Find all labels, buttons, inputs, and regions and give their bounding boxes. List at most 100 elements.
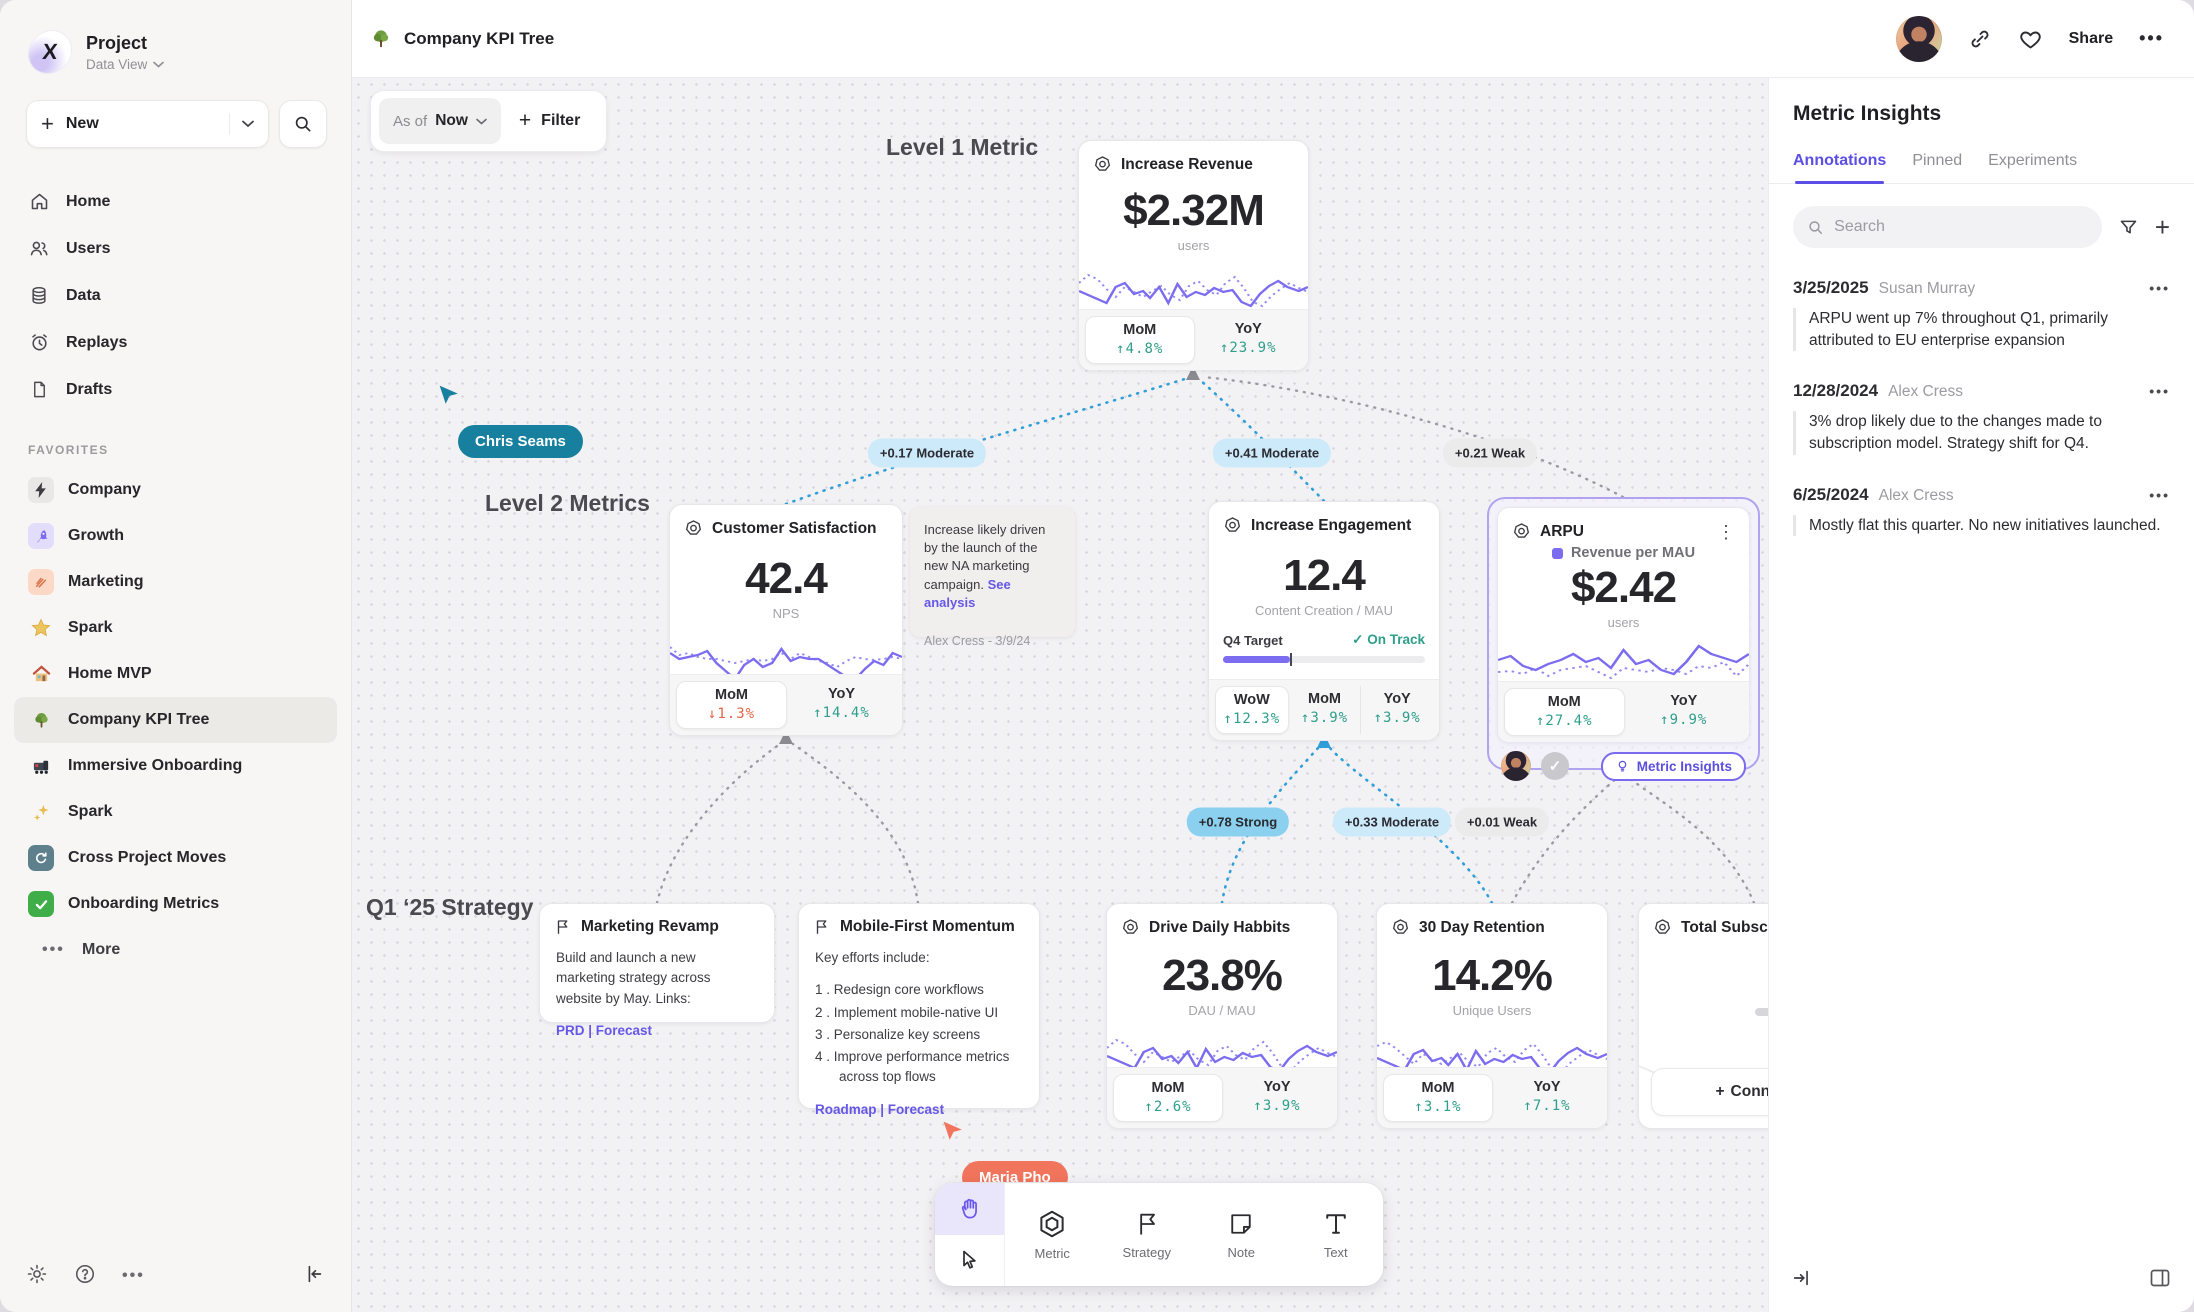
project-view-selector[interactable]: Data View: [86, 57, 165, 72]
help-icon[interactable]: [74, 1263, 96, 1290]
hand-icon: [961, 1198, 977, 1219]
share-button[interactable]: Share: [2068, 29, 2114, 47]
sidebar-item-company[interactable]: Company: [14, 467, 337, 513]
metric-value: 23.8%: [1162, 951, 1283, 1000]
annotation-date: 3/25/2025: [1793, 278, 1869, 297]
sidebar-item-data[interactable]: Data: [14, 272, 337, 319]
metric-goal-icon: [1223, 516, 1242, 535]
train-icon: [28, 753, 54, 779]
note-card[interactable]: Increase likely driven by the launch of …: [910, 507, 1075, 648]
metric-insights-badge[interactable]: Metric Insights: [1600, 751, 1746, 781]
collapse-panel-icon[interactable]: [1791, 1267, 1813, 1294]
annotation-text: Mostly flat this quarter. No new initiat…: [1793, 514, 2170, 537]
on-track-status: ✓ On Track: [1352, 632, 1425, 647]
filter-button[interactable]: + Filter: [518, 109, 581, 132]
house-icon: [28, 661, 54, 687]
chevron-down-icon[interactable]: [242, 120, 254, 128]
sidebar-more-icon[interactable]: •••: [122, 1267, 145, 1284]
strategy-links[interactable]: Roadmap | Forecast: [815, 1101, 945, 1117]
edge-label-weak-1: +0.21 Weak: [1442, 438, 1538, 468]
note-tool-button[interactable]: Note: [1194, 1183, 1289, 1286]
metric-value: 14.2%: [1432, 951, 1553, 1000]
tab-pinned[interactable]: Pinned: [1912, 152, 1963, 169]
sidebar-item-growth[interactable]: Growth: [14, 513, 337, 559]
strategy-links[interactable]: PRD | Forecast: [556, 1022, 653, 1038]
annotation-menu-icon[interactable]: •••: [2149, 383, 2170, 400]
note-icon: [1231, 1213, 1251, 1234]
text-icon: [1326, 1213, 1346, 1234]
metric-value: 42.4: [745, 554, 828, 603]
strategy-card-marketing-revamp[interactable]: Marketing Revamp Build and launch a new …: [539, 903, 775, 1038]
plus-icon: +: [518, 109, 532, 132]
metric-card-increase-engagement[interactable]: Increase Engagement 12.4 Content Creatio…: [1208, 501, 1440, 741]
verified-check-badge: ✓: [1541, 752, 1569, 780]
sparkline: [1498, 644, 1749, 680]
sidebar-item-marketing[interactable]: Marketing: [14, 559, 337, 605]
sidebar-item-more[interactable]: ••• More: [42, 941, 121, 958]
connect-data-button[interactable]: + Connect: [1651, 1068, 1768, 1116]
collapse-sidebar-icon[interactable]: [303, 1263, 325, 1290]
favorite-heart-icon[interactable]: [2018, 27, 2043, 51]
mom-delta: MoM ↑27.4%: [1504, 688, 1625, 736]
select-tool-button[interactable]: [935, 1235, 1004, 1287]
sidebar-item-replays[interactable]: Replays: [14, 319, 337, 366]
strategy-tool-button[interactable]: Strategy: [1100, 1183, 1195, 1286]
annotation-item[interactable]: 3/25/2025 Susan Murray ••• ARPU went up …: [1793, 278, 2170, 352]
settings-gear-icon[interactable]: [26, 1263, 48, 1290]
sidebar-item-spark-1[interactable]: Spark: [14, 605, 337, 651]
collaborator-cursor-chris: Chris Seams: [438, 384, 583, 458]
sidebar-item-users[interactable]: Users: [14, 225, 337, 272]
filter-funnel-icon[interactable]: [2118, 217, 2139, 238]
annotation-item[interactable]: 12/28/2024 Alex Cress ••• 3% drop likely…: [1793, 381, 2170, 455]
note-text: Increase likely driven by the launch of …: [924, 522, 1046, 610]
sidebar-item-spark-2[interactable]: Spark: [14, 789, 337, 835]
kpi-tree-canvas[interactable]: As of Now + Filter Level 1 Metric Level …: [352, 78, 1768, 1312]
sidebar-item-drafts[interactable]: Drafts: [14, 366, 337, 413]
split-view-icon[interactable]: [2148, 1266, 2172, 1295]
metric-card-30-day-retention[interactable]: 30 Day Retention 14.2% Unique Users MoM …: [1376, 903, 1608, 1129]
sidebar-item-immersive-onboarding[interactable]: Immersive Onboarding: [14, 743, 337, 789]
annotations-search[interactable]: [1793, 206, 2102, 248]
add-annotation-icon[interactable]: +: [2154, 212, 2170, 242]
metric-goal-icon: [1093, 155, 1112, 174]
tab-experiments[interactable]: Experiments: [1988, 152, 2078, 169]
sidebar-item-company-kpi-tree[interactable]: Company KPI Tree: [14, 697, 337, 743]
annotation-menu-icon[interactable]: •••: [2149, 486, 2170, 503]
annotation-date: 12/28/2024: [1793, 381, 1879, 401]
edge-label-moderate-1: +0.17 Moderate: [867, 438, 987, 468]
metric-unit: DAU / MAU: [1188, 1003, 1256, 1018]
see-analysis-link[interactable]: See analysis: [924, 576, 1011, 610]
annotation-menu-icon[interactable]: •••: [2149, 280, 2170, 296]
metric-card-drive-daily-habbits[interactable]: Drive Daily Habbits 23.8% DAU / MAU MoM …: [1106, 903, 1338, 1129]
sidebar-search-button[interactable]: [279, 100, 327, 148]
sidebar-item-cross-project-moves[interactable]: Cross Project Moves: [14, 835, 337, 881]
metric-card-customer-satisfaction[interactable]: Customer Satisfaction 42.4 NPS MoM ↓1.3%…: [669, 504, 903, 736]
yoy-delta: YoY ↑23.9%: [1219, 321, 1277, 356]
metric-card-increase-revenue[interactable]: Increase Revenue $2.32M users MoM ↑4.8% …: [1078, 140, 1309, 371]
metric-card-arpu-selected[interactable]: ARPU ⋮ Revenue per MAU $2.42 users MoM ↑…: [1487, 497, 1760, 781]
copy-link-icon[interactable]: [1968, 27, 1992, 51]
tab-annotations[interactable]: Annotations: [1793, 152, 1886, 184]
sidebar-item-onboarding-metrics[interactable]: Onboarding Metrics: [14, 881, 337, 927]
new-button[interactable]: + New: [26, 100, 269, 148]
metric-goal-icon: [1391, 918, 1410, 937]
project-name: Project: [86, 32, 148, 53]
user-avatar[interactable]: [1895, 15, 1942, 62]
ellipsis-icon: •••: [42, 941, 65, 958]
card-menu-icon[interactable]: ⋮: [1717, 521, 1735, 542]
text-tool-button[interactable]: Text: [1289, 1183, 1384, 1286]
metric-tool-button[interactable]: Metric: [1005, 1183, 1100, 1286]
search-input[interactable]: [1834, 218, 2088, 236]
sparkline: [1107, 1038, 1337, 1073]
annotation-item[interactable]: 6/25/2024 Alex Cress ••• Mostly flat thi…: [1793, 485, 2170, 537]
sidebar-item-home-mvp[interactable]: Home MVP: [14, 651, 337, 697]
strategy-card-mobile-first[interactable]: Mobile-First Momentum Key efforts includ…: [798, 903, 1040, 1117]
metric-card-total-subscriptions[interactable]: Total Subscriptions + Connect: [1638, 903, 1768, 1129]
as-of-selector[interactable]: As of Now: [379, 98, 501, 144]
project-switcher[interactable]: X Project Data View: [0, 0, 351, 82]
metric-hexagon-icon: [1040, 1210, 1064, 1237]
sidebar-item-home[interactable]: Home: [14, 178, 337, 225]
home-icon: [28, 191, 50, 212]
topbar-menu-icon[interactable]: •••: [2139, 28, 2164, 48]
hand-tool-button[interactable]: [935, 1183, 1004, 1235]
